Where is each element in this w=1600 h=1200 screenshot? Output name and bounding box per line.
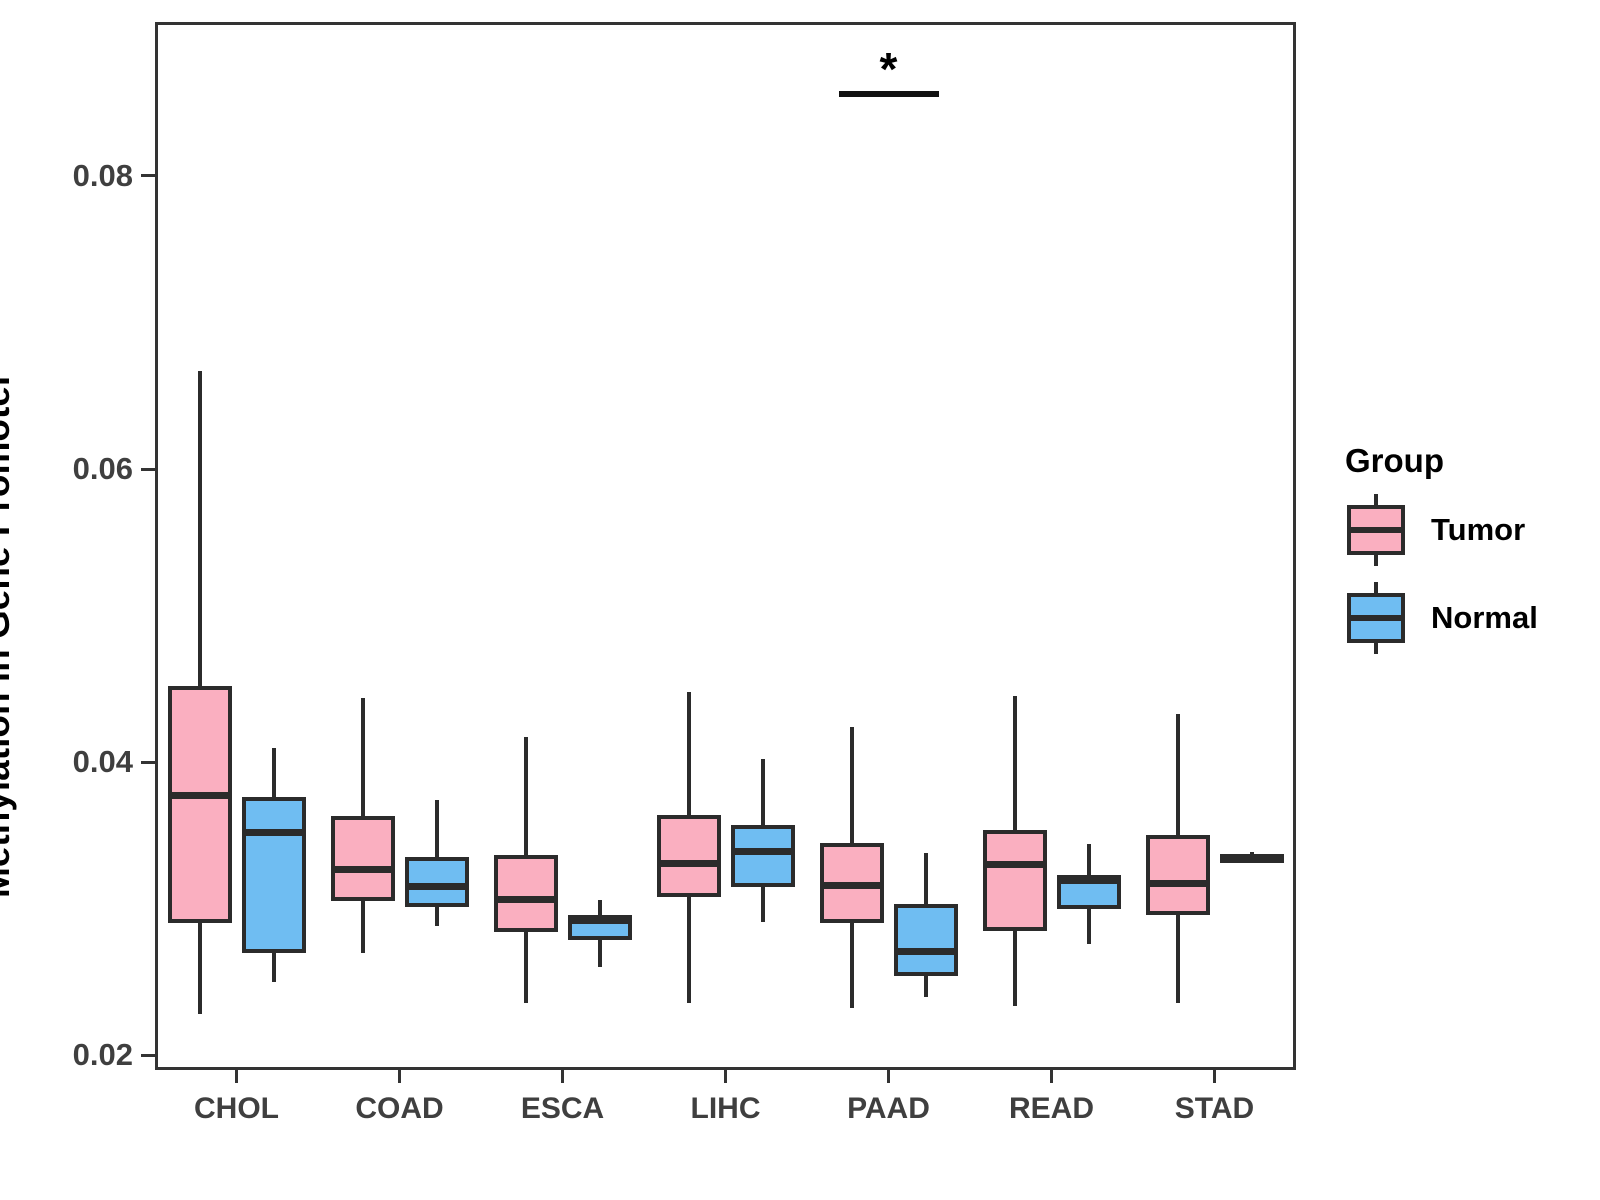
x-tick-mark (561, 1070, 564, 1083)
y-tick-label: 0.02 (72, 1037, 133, 1073)
y-tick-mark (141, 1053, 155, 1057)
tumor-median-line (819, 881, 884, 889)
y-tick-mark (141, 174, 155, 178)
legend-entry-normal: Normal (1345, 582, 1538, 654)
tumor-box (1145, 835, 1210, 915)
tumor-median-line (656, 859, 721, 867)
tumor-median-line (330, 865, 395, 873)
glyph-whisker-bottom (1374, 643, 1378, 654)
tumor-median-line (982, 861, 1047, 869)
significance-bar (838, 90, 939, 97)
x-tick-mark (235, 1070, 238, 1083)
normal-median-line (893, 947, 958, 955)
tumor-median-line (493, 896, 558, 904)
x-tick-mark (398, 1070, 401, 1083)
normal-box (404, 857, 469, 908)
y-tick-mark (141, 760, 155, 764)
x-tick-label: ESCA (520, 1092, 605, 1125)
normal-box (893, 904, 958, 977)
x-tick-label: LIHC (690, 1092, 761, 1125)
glyph-whisker-top (1374, 494, 1378, 505)
glyph-median (1347, 527, 1405, 533)
normal-median-line (1056, 877, 1121, 885)
x-tick-mark (887, 1070, 890, 1083)
plot-panel (155, 22, 1296, 1070)
normal-median-line (567, 916, 632, 924)
legend-title: Group (1345, 442, 1444, 479)
normal-box (730, 825, 795, 887)
normal-median-line (730, 848, 795, 856)
legend-entry-tumor: Tumor (1345, 494, 1538, 566)
tumor-box (167, 685, 232, 924)
x-tick-label: COAD (355, 1092, 444, 1125)
x-tick-label: READ (1008, 1092, 1094, 1125)
y-tick-label: 0.08 (72, 157, 133, 193)
normal-median-line (404, 883, 469, 891)
tumor-boxplot-glyph-icon (1345, 494, 1407, 566)
y-tick-mark (141, 467, 155, 471)
glyph-median (1347, 615, 1405, 621)
y-axis-title: Methylation in Gene Promoter (0, 371, 17, 898)
normal-median-line (1219, 853, 1284, 861)
tumor-box (493, 854, 558, 933)
x-tick-label: PAAD (847, 1092, 930, 1125)
y-tick-label: 0.04 (72, 744, 133, 780)
glyph-whisker-top (1374, 582, 1378, 593)
significance-star: * (879, 43, 898, 96)
x-tick-mark (1050, 1070, 1053, 1083)
legend: Group Tumor Normal (1345, 442, 1538, 670)
tumor-median-line (1145, 880, 1210, 888)
tumor-box (982, 829, 1047, 931)
x-tick-mark (724, 1070, 727, 1083)
normal-box (241, 797, 306, 953)
glyph-whisker-bottom (1374, 555, 1378, 566)
x-tick-label: STAD (1174, 1092, 1255, 1125)
normal-boxplot-glyph-icon (1345, 582, 1407, 654)
normal-median-line (241, 829, 306, 837)
tumor-box (656, 814, 721, 898)
tumor-box (330, 816, 395, 902)
legend-label-normal: Normal (1431, 600, 1538, 635)
legend-label-tumor: Tumor (1431, 512, 1526, 547)
x-tick-mark (1213, 1070, 1216, 1083)
y-tick-label: 0.06 (72, 451, 133, 487)
tumor-median-line (167, 792, 232, 800)
x-tick-label: CHOL (194, 1092, 279, 1125)
